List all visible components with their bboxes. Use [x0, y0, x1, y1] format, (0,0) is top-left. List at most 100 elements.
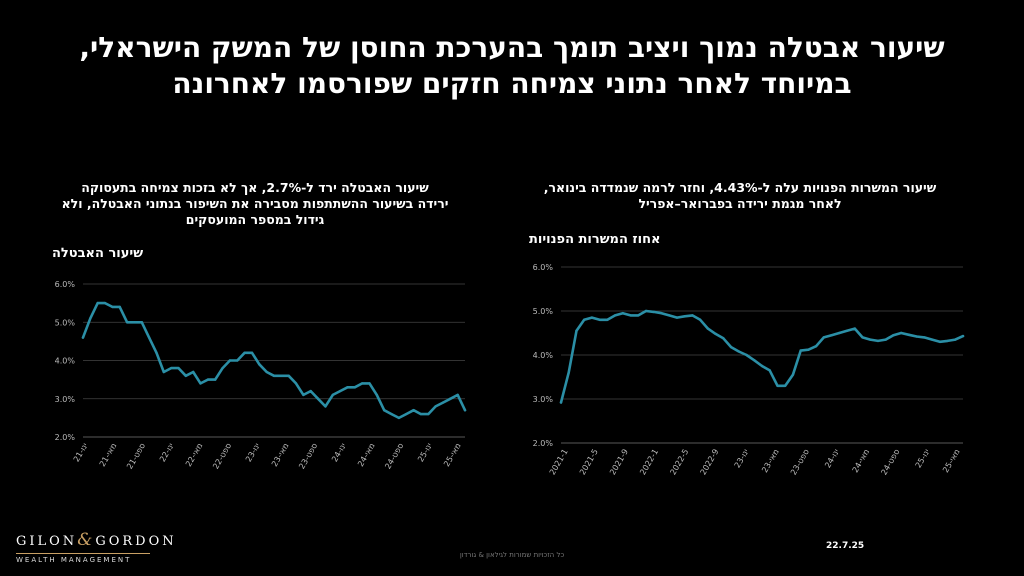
- right-chart-data-point: [853, 327, 856, 330]
- right-chart-data-point: [652, 310, 655, 314]
- right-chart-data-point: [791, 373, 795, 376]
- left-chart-data-point: [258, 363, 261, 366]
- left-chart-data-point: [449, 397, 452, 400]
- left-chart-data-point: [338, 389, 342, 393]
- right-chart-data-point: [760, 364, 764, 368]
- left-chart-data-point: [331, 393, 334, 397]
- right-chart-xtick-label: ינו-23: [733, 447, 751, 469]
- right-chart-data-point: [799, 349, 802, 352]
- left-chart-data-point: [214, 378, 217, 381]
- right-chart-ytick-label: 6.0%: [533, 263, 554, 272]
- right-chart-data-point: [876, 339, 880, 343]
- right-chart-data-point: [776, 384, 779, 387]
- slide-title: שיעור אבטלה נמוך ויציב תומך בהערכת החוסן…: [0, 30, 1024, 102]
- right-chart-data-point: [629, 314, 632, 317]
- right-chart-data-point: [938, 340, 942, 343]
- right-chart-xtick-label: 2021-1: [548, 448, 570, 477]
- right-chart-data-point: [644, 309, 648, 313]
- left-chart-data-point: [177, 366, 180, 370]
- left-chart-data-point: [125, 321, 129, 324]
- left-chart-data-point: [302, 393, 305, 397]
- left-chart-ylabel: שיעור האבטלה: [52, 246, 144, 261]
- logo-text-gilon: GILON: [16, 534, 78, 549]
- left-chart-subtitle: שיעור האבטלה ירד ל-2.7%, אך לא בזכות צמי…: [45, 180, 465, 228]
- logo-subtitle: WEALTH MANAGEMENT: [16, 556, 132, 564]
- right-chart-data-point: [714, 332, 717, 336]
- left-chart-data-point: [221, 366, 224, 370]
- left-chart-data-point: [118, 305, 121, 309]
- left-chart-data-point: [236, 359, 239, 362]
- left-chart-data-point: [456, 393, 459, 397]
- left-chart-data-point: [316, 397, 320, 400]
- right-chart-data-point: [954, 338, 957, 341]
- left-chart-data-point: [390, 412, 393, 416]
- right-chart-xtick-label: מאי-24: [851, 448, 872, 475]
- right-chart-data-point: [861, 336, 864, 339]
- right-chart-data-point: [575, 329, 578, 332]
- logo-ampersand: &: [77, 530, 96, 550]
- right-chart-data-point: [691, 314, 694, 317]
- left-chart-data-point: [419, 412, 423, 416]
- right-chart-data-point: [698, 318, 702, 321]
- right-chart-data-point: [722, 337, 725, 340]
- left-chart-data-point: [228, 359, 232, 362]
- right-chart-data-point: [745, 353, 748, 357]
- left-subtitle-line-3: גידול במספר המועסקים: [185, 212, 325, 227]
- copyright-footer: כל הזכויות שמורות לגילאון & גורדון: [459, 551, 565, 559]
- right-chart-data-point: [946, 339, 949, 343]
- right-chart-data-point: [869, 338, 872, 341]
- left-chart-data-point: [353, 386, 357, 389]
- right-chart-data-point: [668, 314, 671, 317]
- right-chart-xtick-label: 2021-9: [608, 448, 630, 477]
- left-chart-data-point: [103, 301, 107, 305]
- right-chart-xtick-label: 2021-5: [578, 448, 600, 477]
- left-chart-data-point: [368, 382, 371, 385]
- right-chart-ytick-label: 5.0%: [533, 307, 554, 316]
- slide-title-line-1: שיעור אבטלה נמוך ויציב תומך בהערכת החוסן…: [79, 31, 945, 64]
- right-chart-data-point: [637, 314, 640, 317]
- right-chart-data-point: [830, 334, 833, 337]
- left-chart-data-point: [287, 374, 290, 377]
- right-chart-xtick-label: ינו-25: [914, 447, 932, 469]
- right-chart-data-point: [822, 336, 826, 339]
- logo-wordmark: GILON&GORDON: [16, 530, 174, 550]
- left-chart-data-point: [412, 409, 415, 412]
- right-chart-data-point: [606, 318, 609, 321]
- right-chart-data-point: [930, 338, 934, 341]
- left-chart-data-point: [375, 393, 379, 397]
- logo-text-gordon: GORDON: [95, 534, 177, 549]
- right-chart-data-point: [915, 335, 918, 338]
- left-chart-data-point: [96, 301, 99, 305]
- right-chart-data-point: [729, 345, 733, 349]
- left-subtitle-line-2: ירידה בשיעור ההשתתפות מסבירה את השיפור ב…: [61, 196, 449, 211]
- right-chart-data-point: [907, 333, 911, 336]
- right-chart-xtick-label: ינו-24: [823, 447, 841, 469]
- slide-date: 22.7.25: [826, 541, 865, 551]
- right-chart-data-point: [961, 334, 965, 338]
- left-chart-data-point: [155, 351, 158, 355]
- right-chart-data-point: [598, 318, 601, 321]
- left-chart-ytick-label: 5.0%: [55, 318, 76, 327]
- left-chart-data-point: [89, 317, 92, 320]
- right-chart-ytick-label: 4.0%: [533, 351, 554, 360]
- right-chart-ytick-label: 2.0%: [533, 439, 554, 448]
- right-chart-data-point: [567, 371, 570, 374]
- right-chart-data-point: [737, 350, 741, 353]
- right-chart-xtick-label: ספט-24: [879, 448, 901, 477]
- right-chart-xtick-label: מאי-25: [941, 448, 962, 475]
- right-chart-xtick-label: 2022-9: [699, 448, 721, 477]
- logo-divider: [16, 553, 150, 554]
- left-chart-data-point: [427, 412, 430, 416]
- right-chart-data-point: [807, 348, 810, 351]
- right-chart-data-point: [613, 314, 617, 317]
- left-chart-data-point: [441, 401, 445, 404]
- right-chart-data-point: [590, 316, 594, 319]
- left-chart-data-point: [250, 351, 254, 355]
- right-chart-data-point: [675, 316, 679, 319]
- left-chart-data-point: [294, 382, 298, 385]
- left-chart-data-point: [397, 416, 401, 420]
- left-chart-data-point: [199, 382, 202, 385]
- left-chart-data-point: [324, 405, 327, 408]
- left-chart-data-point: [346, 386, 349, 389]
- right-chart-data-point: [923, 336, 926, 339]
